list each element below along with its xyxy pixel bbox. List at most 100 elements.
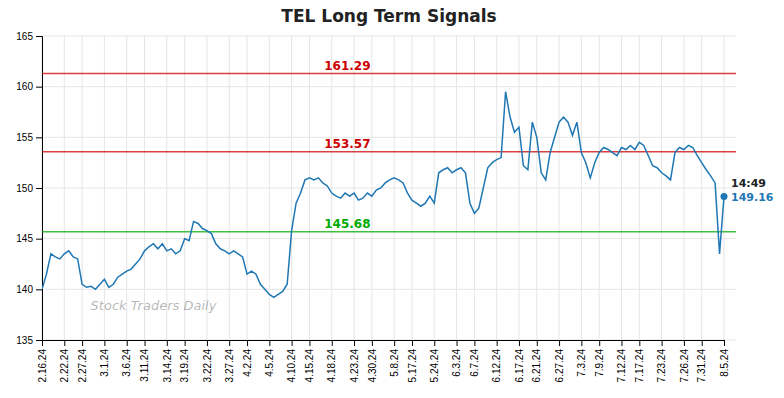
text-layer: 161.29153.57145.6814:49149.16Stock Trade… (91, 59, 774, 313)
x-tick: 6.17.24 (514, 340, 525, 382)
y-tick-label: 155 (16, 132, 33, 143)
x-tick-label: 6.17.24 (514, 349, 525, 383)
x-tick: 5.17.24 (407, 340, 418, 382)
x-tick: 2.22.24 (59, 340, 70, 382)
x-tick: 7.23.24 (656, 340, 667, 382)
grid-line (126, 36, 127, 340)
y-tick-label: 165 (16, 31, 33, 42)
x-tick: 4.30.24 (367, 340, 378, 382)
grid-line (394, 36, 395, 340)
y-tick: 160 (16, 81, 42, 92)
x-tick-mark (684, 340, 685, 346)
grid-line (411, 36, 412, 340)
x-tick-label: 7.12.24 (616, 349, 627, 383)
y-tick-label: 135 (16, 335, 33, 346)
x-tick: 5.24.24 (429, 340, 440, 382)
plot-area: 1351401451501551601652.16.242.22.242.27.… (16, 31, 773, 383)
x-tick-label: 4.23.24 (349, 349, 360, 383)
y-axis-line (36, 37, 43, 341)
y-tick: 135 (16, 335, 42, 346)
grid-line (144, 36, 145, 340)
x-tick: 8.5.24 (719, 340, 730, 377)
x-tick-mark (309, 340, 310, 346)
y-axis: 135 140 145 150 155 160 165 (16, 31, 42, 346)
price-line (42, 92, 724, 298)
grid-line (434, 36, 435, 340)
x-axis: 2.16.242.22.242.27.243.1.243.6.243.11.24… (37, 340, 730, 382)
grid-line (291, 36, 292, 340)
x-tick: 6.3.24 (451, 340, 462, 377)
grid-line (701, 36, 702, 340)
annotation: 149.16 (731, 191, 774, 204)
y-tick-label: 160 (16, 81, 33, 92)
grid-line (559, 36, 560, 340)
x-tick-mark (537, 340, 538, 346)
x-tick: 7.3.24 (576, 340, 587, 377)
x-tick: 3.11.24 (139, 340, 150, 382)
x-tick-label: 3.22.24 (202, 349, 213, 383)
x-tick: 6.27.24 (554, 340, 565, 382)
x-tick-label: 8.5.24 (719, 349, 730, 377)
x-tick-label: 3.14.24 (162, 349, 173, 383)
grid-line (42, 238, 736, 239)
x-tick: 4.23.24 (349, 340, 360, 382)
x-tick-label: 7.3.24 (576, 349, 587, 377)
x-tick-mark (581, 340, 582, 346)
grid (42, 36, 736, 340)
x-tick-label: 6.3.24 (451, 349, 462, 377)
x-tick: 6.7.24 (469, 340, 480, 377)
x-tick-mark (127, 340, 128, 346)
x-tick: 7.9.24 (594, 340, 605, 377)
x-tick: 4.10.24 (286, 340, 297, 382)
x-tick-mark (702, 340, 703, 346)
grid-line (247, 36, 248, 340)
grid-line (42, 289, 736, 290)
x-tick-label: 7.23.24 (656, 349, 667, 383)
x-tick-label: 3.19.24 (179, 349, 190, 383)
x-tick-mark (434, 340, 435, 346)
x-tick: 3.6.24 (121, 340, 132, 377)
x-tick: 7.31.24 (696, 340, 707, 382)
x-tick-mark (292, 340, 293, 346)
grid-line (536, 36, 537, 340)
x-tick-mark (229, 340, 230, 346)
x-tick-label: 3.6.24 (121, 349, 132, 377)
x-tick-mark (724, 340, 725, 346)
grid-line (309, 36, 310, 340)
grid-line (518, 36, 519, 340)
reference-label: 153.57 (324, 137, 370, 151)
grid-line (371, 36, 372, 340)
x-tick-label: 4.18.24 (326, 349, 337, 383)
y-tick-mark (36, 137, 42, 138)
x-tick: 3.1.24 (99, 340, 110, 377)
x-tick: 3.22.24 (202, 340, 213, 382)
x-tick-mark (372, 340, 373, 346)
x-tick-label: 2.22.24 (59, 349, 70, 383)
x-tick: 6.21.24 (531, 340, 542, 382)
x-tick-mark (104, 340, 105, 346)
grid-line (621, 36, 622, 340)
grid-line (354, 36, 355, 340)
reference-line (42, 73, 736, 75)
grid-line (229, 36, 230, 340)
y-tick-label: 140 (16, 284, 33, 295)
x-tick-label: 4.10.24 (286, 349, 297, 383)
grid-line (42, 137, 736, 138)
reference-line (42, 231, 736, 233)
grid-line (639, 36, 640, 340)
x-tick-label: 7.17.24 (634, 349, 645, 383)
chart-title: TEL Long Term Signals (281, 6, 496, 26)
x-tick-label: 4.15.24 (304, 349, 315, 383)
y-tick: 150 (16, 183, 42, 194)
x-tick-label: 6.7.24 (469, 349, 480, 377)
grid-line (42, 86, 736, 87)
x-tick-mark (64, 340, 65, 346)
data-layer (42, 74, 736, 298)
x-tick-mark (394, 340, 395, 346)
x-tick: 3.19.24 (179, 340, 190, 382)
x-tick: 7.26.24 (679, 340, 690, 382)
x-tick-mark (167, 340, 168, 346)
grid-line (64, 36, 65, 340)
x-tick-label: 3.27.24 (224, 349, 235, 383)
y-tick: 145 (16, 233, 42, 244)
